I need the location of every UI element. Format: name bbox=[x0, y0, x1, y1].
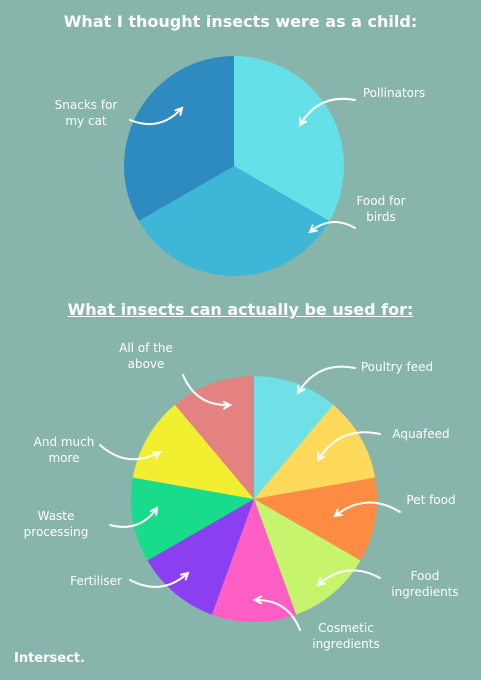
chart-title: What insects can actually be used for: bbox=[67, 300, 414, 319]
arrow bbox=[129, 107, 183, 126]
pie-slice bbox=[211, 499, 297, 622]
arrow bbox=[334, 501, 401, 517]
arrow-head bbox=[152, 450, 162, 459]
pie-slice bbox=[254, 477, 377, 561]
logo: Intersect. bbox=[14, 651, 85, 666]
arrow bbox=[129, 572, 189, 588]
pie-slice bbox=[174, 376, 254, 499]
arrow bbox=[99, 444, 161, 461]
slice-label: Food ingredients bbox=[391, 569, 459, 599]
pie-slice bbox=[254, 404, 376, 499]
arrow bbox=[317, 431, 381, 461]
arrow-head bbox=[316, 577, 326, 587]
arrow bbox=[297, 365, 356, 394]
slice-label: Aquafeed bbox=[392, 427, 450, 441]
pie-slice bbox=[124, 56, 234, 221]
arrow-head bbox=[252, 595, 263, 605]
arrow bbox=[254, 598, 301, 631]
chart-title: What I thought insects were as a child: bbox=[63, 12, 418, 31]
pie-slice bbox=[147, 499, 254, 615]
slice-label: And much more bbox=[33, 435, 95, 465]
slice-label: Snacks for my cat bbox=[54, 98, 118, 128]
arrow bbox=[317, 569, 381, 586]
slice-label: Pollinators bbox=[362, 86, 426, 100]
pie-slice bbox=[131, 477, 254, 561]
arrow bbox=[109, 507, 158, 528]
arrow-head bbox=[308, 224, 318, 234]
arrow bbox=[182, 374, 231, 407]
slice-label: Food for birds bbox=[356, 194, 406, 224]
arrow-head bbox=[298, 117, 308, 127]
arrow-head bbox=[222, 400, 233, 410]
slice-label: Poultry feed bbox=[360, 360, 434, 374]
pie-slice bbox=[254, 376, 334, 499]
arrow-head bbox=[296, 385, 306, 395]
pie-slice bbox=[254, 499, 361, 615]
arrow-head bbox=[174, 106, 184, 116]
slice-label: Waste processing bbox=[23, 509, 89, 539]
slice-label: All of the above bbox=[119, 341, 173, 371]
slice-label: Fertiliser bbox=[70, 574, 122, 588]
arrow-head bbox=[149, 506, 159, 516]
arrow-head bbox=[180, 571, 190, 581]
arrow-head bbox=[333, 508, 343, 518]
arrow bbox=[299, 97, 356, 126]
slice-label: Pet food bbox=[406, 493, 456, 507]
pie-slice bbox=[132, 404, 254, 499]
pie-slice bbox=[234, 56, 344, 221]
arrow-head bbox=[316, 452, 326, 462]
slice-label: Cosmetic ingredients bbox=[312, 621, 380, 651]
arrow bbox=[309, 221, 356, 233]
